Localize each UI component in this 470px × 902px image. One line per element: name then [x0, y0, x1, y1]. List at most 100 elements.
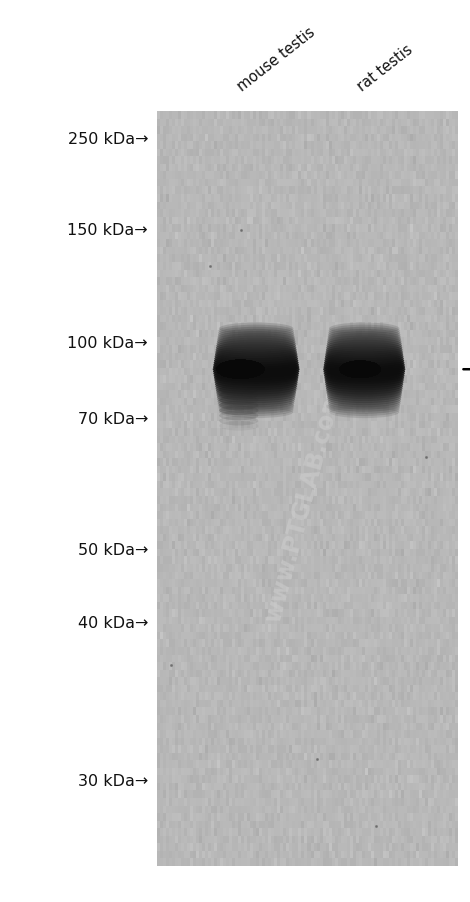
Ellipse shape — [328, 329, 400, 342]
Ellipse shape — [219, 407, 293, 419]
Text: 30 kDa→: 30 kDa→ — [78, 773, 148, 787]
Ellipse shape — [213, 360, 299, 372]
Ellipse shape — [213, 368, 299, 380]
Ellipse shape — [214, 353, 298, 365]
Ellipse shape — [217, 361, 265, 379]
Ellipse shape — [217, 361, 265, 379]
Ellipse shape — [329, 404, 400, 417]
Ellipse shape — [328, 398, 400, 410]
Ellipse shape — [214, 355, 298, 367]
Ellipse shape — [326, 343, 402, 354]
Ellipse shape — [218, 400, 294, 412]
Ellipse shape — [217, 361, 265, 379]
Ellipse shape — [323, 364, 405, 376]
Ellipse shape — [216, 345, 297, 356]
Ellipse shape — [219, 326, 294, 337]
Ellipse shape — [325, 349, 403, 361]
Ellipse shape — [327, 387, 402, 400]
Ellipse shape — [219, 401, 258, 410]
Ellipse shape — [339, 362, 381, 379]
Ellipse shape — [216, 383, 297, 395]
Text: 70 kDa→: 70 kDa→ — [78, 412, 148, 427]
Ellipse shape — [214, 373, 298, 384]
Ellipse shape — [219, 402, 294, 414]
Ellipse shape — [219, 421, 258, 431]
Ellipse shape — [339, 362, 381, 379]
Ellipse shape — [219, 396, 258, 406]
Ellipse shape — [216, 343, 297, 354]
Ellipse shape — [214, 370, 298, 382]
Ellipse shape — [217, 361, 265, 379]
Ellipse shape — [219, 406, 258, 416]
Ellipse shape — [218, 329, 294, 342]
Ellipse shape — [327, 340, 402, 353]
Ellipse shape — [217, 391, 295, 404]
Text: 50 kDa→: 50 kDa→ — [78, 543, 148, 557]
Ellipse shape — [217, 361, 265, 379]
Ellipse shape — [329, 327, 400, 339]
Ellipse shape — [219, 404, 293, 417]
Ellipse shape — [328, 394, 401, 406]
Ellipse shape — [329, 326, 400, 337]
Ellipse shape — [323, 366, 405, 378]
Ellipse shape — [326, 383, 403, 395]
Ellipse shape — [327, 391, 401, 404]
Ellipse shape — [217, 361, 265, 379]
Ellipse shape — [215, 346, 297, 359]
Ellipse shape — [339, 362, 381, 379]
Ellipse shape — [329, 400, 400, 412]
Ellipse shape — [324, 370, 405, 382]
Ellipse shape — [215, 351, 298, 363]
Ellipse shape — [324, 355, 404, 367]
Ellipse shape — [339, 362, 381, 379]
Ellipse shape — [213, 364, 300, 376]
Ellipse shape — [217, 394, 295, 406]
Ellipse shape — [216, 385, 297, 397]
Ellipse shape — [339, 362, 381, 379]
Ellipse shape — [214, 374, 298, 387]
Text: rat testis: rat testis — [355, 42, 416, 95]
Ellipse shape — [215, 377, 298, 389]
Ellipse shape — [219, 323, 293, 336]
Ellipse shape — [327, 338, 402, 350]
Ellipse shape — [219, 411, 258, 421]
Ellipse shape — [217, 361, 265, 379]
Ellipse shape — [329, 402, 400, 414]
Ellipse shape — [216, 387, 296, 400]
Ellipse shape — [217, 390, 296, 401]
Ellipse shape — [217, 361, 265, 379]
Ellipse shape — [325, 377, 404, 389]
Ellipse shape — [329, 407, 399, 419]
Ellipse shape — [218, 396, 295, 408]
Ellipse shape — [219, 391, 258, 400]
Ellipse shape — [218, 332, 295, 344]
Ellipse shape — [325, 353, 404, 365]
Text: mouse testis: mouse testis — [235, 25, 318, 95]
Ellipse shape — [323, 362, 405, 373]
Ellipse shape — [324, 373, 404, 384]
Text: 40 kDa→: 40 kDa→ — [78, 615, 148, 630]
Ellipse shape — [326, 345, 403, 356]
Ellipse shape — [215, 381, 297, 393]
Ellipse shape — [215, 379, 298, 391]
Ellipse shape — [327, 390, 402, 401]
Ellipse shape — [329, 323, 400, 336]
Ellipse shape — [218, 327, 294, 339]
Ellipse shape — [213, 362, 299, 373]
Text: 100 kDa→: 100 kDa→ — [67, 336, 148, 350]
Ellipse shape — [217, 361, 265, 379]
Ellipse shape — [219, 417, 258, 426]
Ellipse shape — [218, 398, 294, 410]
Ellipse shape — [325, 379, 403, 391]
Ellipse shape — [328, 396, 401, 408]
Ellipse shape — [327, 336, 401, 348]
Bar — [157, 113, 458, 866]
Text: www.PTGLAB.com: www.PTGLAB.com — [260, 386, 346, 624]
Ellipse shape — [326, 381, 403, 393]
Ellipse shape — [339, 362, 381, 379]
Ellipse shape — [326, 385, 402, 397]
Ellipse shape — [217, 361, 265, 379]
Ellipse shape — [217, 336, 295, 348]
Ellipse shape — [219, 385, 258, 395]
Ellipse shape — [217, 361, 265, 379]
